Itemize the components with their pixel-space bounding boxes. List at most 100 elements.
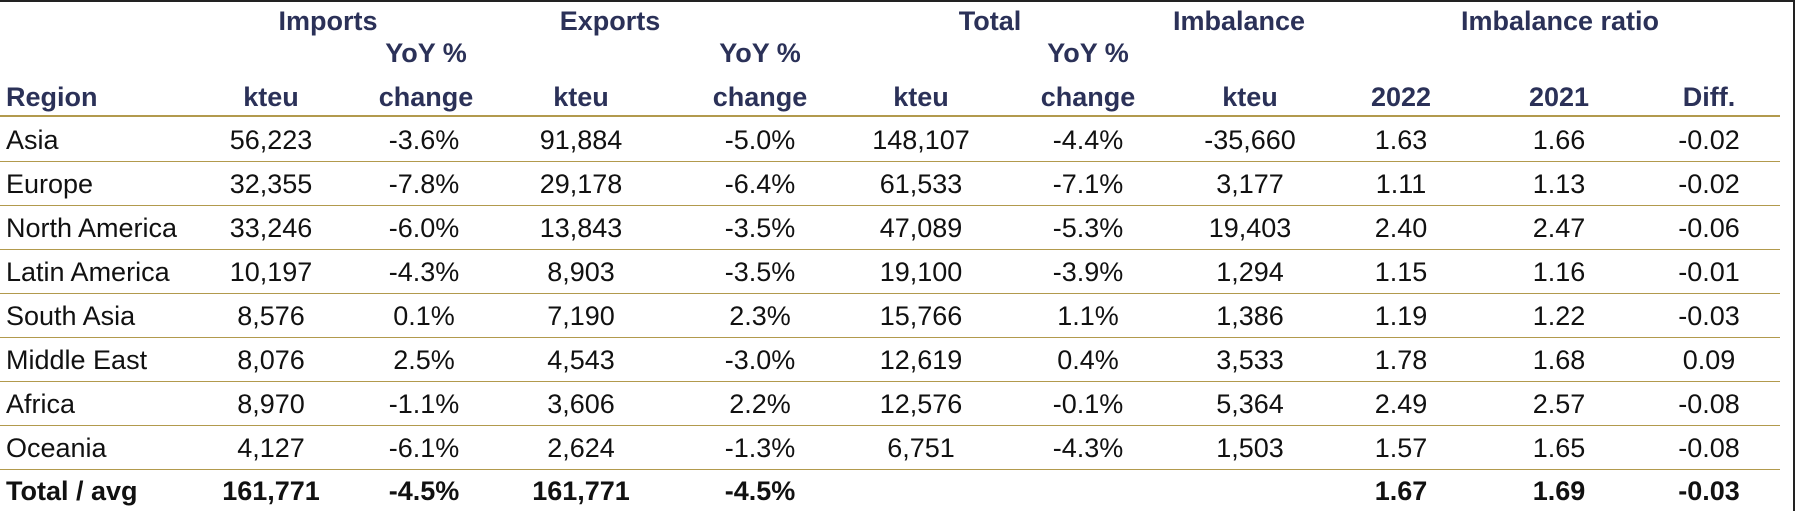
table-cell-ratio-diff: -0.08 bbox=[1678, 433, 1740, 463]
total-row-exports-yoy: -4.5% bbox=[724, 476, 796, 506]
exports-yoy-header-line-2: change bbox=[712, 82, 808, 112]
table-cell-exports-yoy: -6.4% bbox=[724, 169, 796, 199]
table-cell-total-yoy: 1.1% bbox=[1057, 301, 1119, 331]
table-cell-total-kteu: 12,619 bbox=[879, 345, 963, 375]
table-cell-ratio-diff: -0.02 bbox=[1678, 169, 1740, 199]
table-cell-ratio-2021: 2.57 bbox=[1532, 389, 1586, 419]
table-cell-ratio-2022: 1.15 bbox=[1374, 257, 1428, 287]
table-cell-imbalance-kteu: 1,294 bbox=[1216, 257, 1284, 287]
row-divider bbox=[0, 205, 1780, 206]
total-yoy-header-line-1: YoY % bbox=[1047, 38, 1129, 68]
table-cell-imports-yoy: 0.1% bbox=[393, 301, 455, 331]
total-yoy-header-line-2: change bbox=[1040, 82, 1136, 112]
total-row-region: Total / avg bbox=[6, 476, 138, 506]
table-cell-ratio-2022: 2.49 bbox=[1374, 389, 1428, 419]
table-right-border bbox=[1793, 0, 1795, 511]
table-cell-ratio-diff: -0.01 bbox=[1678, 257, 1740, 287]
total-row-imports-kteu: 161,771 bbox=[222, 476, 320, 506]
table-cell-imports-yoy: -7.8% bbox=[388, 169, 460, 199]
table-cell-ratio-2021: 2.47 bbox=[1532, 213, 1586, 243]
row-divider bbox=[0, 469, 1780, 470]
total-kteu-header: kteu bbox=[893, 82, 949, 112]
table-cell-ratio-2021: 1.22 bbox=[1532, 301, 1586, 331]
table-cell-region: Africa bbox=[6, 389, 76, 419]
row-divider bbox=[0, 161, 1780, 162]
table-cell-imbalance-kteu: 1,386 bbox=[1216, 301, 1284, 331]
table-cell-exports-kteu: 4,543 bbox=[547, 345, 615, 375]
table-cell-ratio-2022: 1.11 bbox=[1375, 169, 1427, 199]
table-cell-exports-kteu: 2,624 bbox=[547, 433, 615, 463]
total-group-header: Total bbox=[958, 6, 1022, 36]
table-cell-imports-kteu: 8,076 bbox=[237, 345, 305, 375]
total-row-imports-yoy: -4.5% bbox=[388, 476, 460, 506]
table-cell-exports-kteu: 8,903 bbox=[547, 257, 615, 287]
table-cell-total-kteu: 12,576 bbox=[879, 389, 963, 419]
table-cell-ratio-diff: -0.08 bbox=[1678, 389, 1740, 419]
table-cell-exports-yoy: -1.3% bbox=[724, 433, 796, 463]
imports-yoy-header-line-2: change bbox=[378, 82, 474, 112]
table-cell-imports-kteu: 32,355 bbox=[229, 169, 313, 199]
table-cell-imports-yoy: -3.6% bbox=[388, 125, 460, 155]
table-cell-ratio-2021: 1.66 bbox=[1532, 125, 1586, 155]
imbalance-kteu-header: kteu bbox=[1222, 82, 1278, 112]
table-cell-total-yoy: -5.3% bbox=[1052, 213, 1124, 243]
region-header: Region bbox=[6, 82, 98, 112]
table-cell-imports-kteu: 33,246 bbox=[229, 213, 313, 243]
table-cell-imbalance-kteu: 5,364 bbox=[1216, 389, 1284, 419]
table-cell-total-yoy: -0.1% bbox=[1052, 389, 1124, 419]
table-cell-imports-yoy: -6.0% bbox=[388, 213, 460, 243]
table-cell-ratio-2022: 1.19 bbox=[1374, 301, 1428, 331]
table-cell-exports-yoy: -3.0% bbox=[724, 345, 796, 375]
table-cell-imports-yoy: -4.3% bbox=[388, 257, 460, 287]
table-cell-total-kteu: 61,533 bbox=[879, 169, 963, 199]
table-cell-exports-yoy: -3.5% bbox=[724, 257, 796, 287]
header-divider bbox=[0, 115, 1780, 117]
table-cell-imbalance-kteu: 3,533 bbox=[1216, 345, 1284, 375]
table-cell-total-kteu: 148,107 bbox=[872, 125, 970, 155]
table-cell-imbalance-kteu: -35,660 bbox=[1204, 125, 1296, 155]
table-cell-imbalance-kteu: 3,177 bbox=[1216, 169, 1284, 199]
total-row-ratio-diff: -0.03 bbox=[1678, 476, 1740, 506]
row-divider bbox=[0, 293, 1780, 294]
imports-kteu-header: kteu bbox=[243, 82, 299, 112]
total-row-ratio-2022: 1.67 bbox=[1374, 476, 1428, 506]
table-cell-total-kteu: 15,766 bbox=[879, 301, 963, 331]
table-cell-exports-kteu: 29,178 bbox=[539, 169, 623, 199]
table-cell-imports-kteu: 10,197 bbox=[229, 257, 313, 287]
table-cell-exports-yoy: -3.5% bbox=[724, 213, 796, 243]
imports-yoy-header-line-1: YoY % bbox=[385, 38, 467, 68]
total-row-exports-kteu: 161,771 bbox=[532, 476, 630, 506]
table-cell-region: Asia bbox=[6, 125, 59, 155]
imbalance-ratio-group-header: Imbalance ratio bbox=[1460, 6, 1660, 36]
table-cell-ratio-2021: 1.65 bbox=[1532, 433, 1586, 463]
table-cell-imports-kteu: 56,223 bbox=[229, 125, 313, 155]
table-cell-region: Oceania bbox=[6, 433, 107, 463]
table-cell-exports-kteu: 13,843 bbox=[539, 213, 623, 243]
table-cell-imports-kteu: 8,576 bbox=[237, 301, 305, 331]
table-cell-ratio-diff: -0.06 bbox=[1678, 213, 1740, 243]
row-divider bbox=[0, 425, 1780, 426]
table-cell-exports-yoy: 2.2% bbox=[729, 389, 791, 419]
table-cell-imports-yoy: -6.1% bbox=[388, 433, 460, 463]
table-cell-region: Latin America bbox=[6, 257, 170, 287]
table-cell-ratio-2022: 1.78 bbox=[1374, 345, 1428, 375]
table-cell-imbalance-kteu: 1,503 bbox=[1216, 433, 1284, 463]
table-cell-ratio-diff: 0.09 bbox=[1682, 345, 1736, 375]
table-cell-region: South Asia bbox=[6, 301, 136, 331]
table-cell-ratio-diff: -0.02 bbox=[1678, 125, 1740, 155]
total-row-ratio-2021: 1.69 bbox=[1532, 476, 1586, 506]
table-cell-region: Europe bbox=[6, 169, 94, 199]
table-cell-ratio-2022: 1.57 bbox=[1374, 433, 1428, 463]
table-cell-exports-yoy: 2.3% bbox=[729, 301, 791, 331]
table-cell-imports-yoy: 2.5% bbox=[393, 345, 455, 375]
table-cell-total-kteu: 19,100 bbox=[879, 257, 963, 287]
table-cell-exports-kteu: 7,190 bbox=[547, 301, 615, 331]
ratio-2022-header: 2022 bbox=[1370, 82, 1432, 112]
ratio-2021-header: 2021 bbox=[1528, 82, 1590, 112]
imports-group-header: Imports bbox=[278, 6, 378, 36]
table-top-border bbox=[0, 0, 1795, 2]
table-cell-total-yoy: -4.4% bbox=[1052, 125, 1124, 155]
table-cell-total-kteu: 47,089 bbox=[879, 213, 963, 243]
table-cell-total-yoy: 0.4% bbox=[1057, 345, 1119, 375]
